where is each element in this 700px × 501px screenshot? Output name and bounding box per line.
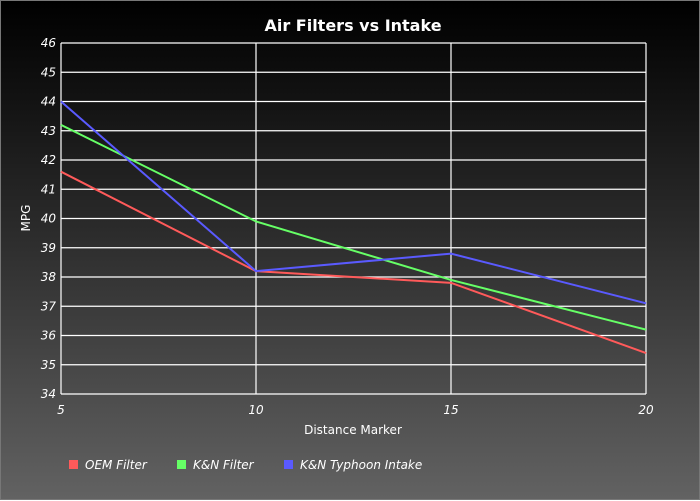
legend-label: OEM Filter [85, 458, 148, 472]
y-tick-label: 45 [41, 65, 56, 79]
series-lines [61, 101, 646, 353]
legend-label: K&N Typhoon Intake [300, 458, 422, 472]
y-tick-label: 38 [41, 270, 57, 284]
chart-title: Air Filters vs Intake [264, 16, 441, 35]
legend: OEM Filter K&N Filter K&N Typhoon Intake [69, 458, 422, 472]
y-tick-label: 40 [41, 212, 57, 226]
y-tick-label: 46 [41, 36, 57, 50]
series-line-2 [61, 102, 646, 304]
x-tick-label: 20 [638, 403, 654, 417]
y-tick-label: 35 [41, 358, 56, 372]
y-axis-ticks: 34 35 36 37 38 39 40 41 42 43 44 45 46 [41, 36, 57, 401]
legend-swatch [177, 460, 186, 469]
y-tick-label: 36 [41, 329, 57, 343]
x-axis-ticks: 5 10 15 20 [57, 403, 654, 417]
y-tick-label: 43 [41, 124, 56, 138]
x-tick-label: 15 [443, 403, 458, 417]
legend-swatch [284, 460, 293, 469]
legend-swatch [69, 460, 78, 469]
y-tick-label: 37 [41, 299, 57, 313]
y-tick-label: 34 [41, 387, 56, 401]
series-line-1 [61, 125, 646, 330]
y-tick-label: 39 [41, 241, 56, 255]
y-tick-label: 41 [41, 182, 56, 196]
x-tick-label: 5 [57, 403, 65, 417]
x-tick-label: 10 [248, 403, 264, 417]
x-axis-label: Distance Marker [304, 423, 402, 437]
grid [61, 43, 646, 394]
legend-label: K&N Filter [193, 458, 255, 472]
y-tick-label: 42 [41, 153, 56, 167]
y-axis-label: MPG [19, 205, 33, 232]
y-tick-label: 44 [41, 95, 56, 109]
